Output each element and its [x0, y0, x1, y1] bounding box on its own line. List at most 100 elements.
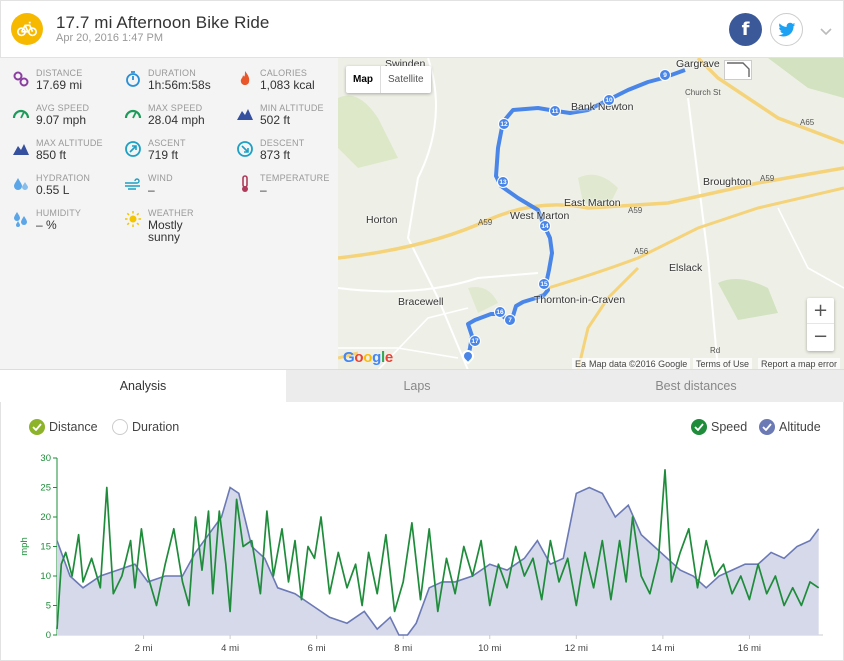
altitude-toggle[interactable]: Altitude	[759, 419, 821, 435]
route-marker[interactable]: 7	[504, 314, 516, 326]
route-marker[interactable]: 17	[469, 335, 481, 347]
stat-label: DURATION	[148, 68, 196, 78]
stat-label: AVG SPEED	[36, 103, 90, 113]
stat-label: MAX SPEED	[148, 103, 203, 113]
stat-value: 17.69 mi	[36, 78, 83, 92]
zoom-in-button[interactable]: +	[807, 298, 834, 324]
facebook-icon: f	[741, 19, 750, 40]
sun-icon	[124, 210, 142, 228]
map-place-label: Bracewell	[398, 296, 444, 308]
stat-label: MIN ALTITUDE	[260, 103, 324, 113]
map-type-map-button[interactable]: Map	[353, 74, 373, 85]
distance-toggle[interactable]: Distance	[29, 419, 98, 435]
stat-value: –	[148, 183, 155, 197]
map-attribution: Map data ©2016 Google	[586, 358, 691, 369]
map-road-label: A59	[478, 218, 493, 227]
stat-label: WEATHER	[148, 208, 194, 218]
twitter-icon	[777, 22, 795, 36]
google-logo: Google	[343, 349, 393, 366]
activity-header: 17.7 mi Afternoon Bike Ride Apr 20, 2016…	[0, 0, 844, 57]
speedometer-icon	[124, 105, 142, 123]
page-title: 17.7 mi Afternoon Bike Ride	[56, 13, 270, 32]
speedometer-icon	[12, 105, 30, 123]
route-map[interactable]: Swinden Gargrave Bank Newton Broughton E…	[338, 57, 844, 369]
tab-laps[interactable]: Laps	[403, 379, 431, 393]
stat-label: HUMIDITY	[36, 208, 82, 218]
stat-label: ASCENT	[148, 138, 186, 148]
stat-value: 0.55 L	[36, 183, 70, 197]
x-tick-label: 12 mi	[565, 643, 588, 654]
route-marker[interactable]: 10	[603, 94, 615, 106]
stat-label: CALORIES	[260, 68, 308, 78]
twitter-share-button[interactable]	[770, 13, 803, 46]
facebook-share-button[interactable]: f	[729, 13, 762, 46]
map-place-label: Thornton-in-Craven	[534, 294, 626, 306]
duration-toggle[interactable]: Duration	[112, 419, 179, 435]
stat-value: 502 ft	[260, 113, 291, 127]
tab-analysis[interactable]: Analysis	[0, 370, 286, 403]
route-marker[interactable]: 9	[659, 69, 671, 81]
chevron-down-icon[interactable]	[820, 23, 832, 41]
y-tick-label: 20	[40, 512, 51, 523]
stat-label: WIND	[148, 173, 173, 183]
route-marker[interactable]: 12	[498, 118, 510, 130]
terms-of-use-link[interactable]: Terms of Use	[693, 358, 753, 369]
stat-value: 9.07 mph	[36, 113, 87, 127]
route-marker[interactable]: 14	[539, 220, 551, 232]
flame-icon	[236, 70, 254, 88]
map-type-satellite-button[interactable]: Satellite	[380, 66, 431, 93]
stat-value: 850 ft	[36, 148, 67, 162]
stat-value: 719 ft	[148, 148, 179, 162]
report-map-error-link[interactable]: Report a map error	[758, 358, 841, 369]
map-place-label: Bank Newton	[571, 101, 634, 113]
zoom-control: + −	[807, 298, 834, 351]
checked-icon	[29, 419, 45, 435]
map-place-label: Horton	[366, 214, 398, 226]
y-tick-label: 30	[40, 453, 51, 464]
fullscreen-icon	[727, 62, 750, 77]
y-tick-label: 25	[40, 483, 51, 494]
map-type-control: Map Satellite	[346, 66, 431, 93]
map-place-label: East Marton	[564, 197, 621, 209]
stat-value: – %	[36, 218, 57, 232]
x-tick-label: 6 mi	[308, 643, 326, 654]
map-road-label: A56	[634, 247, 649, 256]
stat-label: MAX ALTITUDE	[36, 138, 103, 148]
route-marker[interactable]: 13	[497, 176, 509, 188]
fullscreen-button[interactable]	[724, 60, 752, 80]
mountain-icon	[236, 105, 254, 123]
x-tick-label: 2 mi	[135, 643, 153, 654]
x-tick-label: 16 mi	[738, 643, 761, 654]
descent-icon	[236, 140, 254, 158]
map-place-label: West Marton	[510, 210, 570, 222]
map-canvas[interactable]	[338, 58, 844, 369]
distance-toggle-label: Distance	[49, 420, 98, 434]
bike-icon	[11, 13, 43, 45]
stat-value: 28.04 mph	[148, 113, 205, 127]
route-marker[interactable]: 16	[494, 306, 506, 318]
stat-label: DISTANCE	[36, 68, 83, 78]
stat-value: sunny	[148, 230, 181, 244]
distance-icon	[12, 70, 30, 88]
map-place-label: Broughton	[703, 176, 752, 188]
map-road-label: A59	[760, 174, 775, 183]
route-marker[interactable]: 11	[549, 105, 561, 117]
zoom-out-button[interactable]: −	[812, 326, 829, 347]
map-attribution-prefix: Ea	[572, 358, 590, 369]
altitude-toggle-label: Altitude	[779, 420, 821, 434]
y-axis-label: mph	[19, 537, 30, 555]
speed-toggle[interactable]: Speed	[691, 419, 747, 435]
stat-value: 1h:56m:58s	[148, 78, 211, 92]
mountain-icon	[12, 140, 30, 158]
speed-altitude-chart[interactable]: 0 5 10 15 20 25 30 mph 2 mi 4 mi 6 mi 8 mi 10 mi 12 m…	[1, 402, 843, 661]
tab-best-distances[interactable]: Best distances	[655, 379, 737, 393]
route-marker[interactable]: 15	[538, 278, 550, 290]
stat-value: 873 ft	[260, 148, 291, 162]
altitude-area	[57, 487, 819, 635]
stat-value: 1,083 kcal	[260, 78, 315, 92]
map-road-label: Church St	[685, 88, 721, 97]
map-road-label: A65	[800, 118, 815, 127]
x-tick-label: 4 mi	[221, 643, 239, 654]
checked-icon	[759, 419, 775, 435]
checked-icon	[691, 419, 707, 435]
